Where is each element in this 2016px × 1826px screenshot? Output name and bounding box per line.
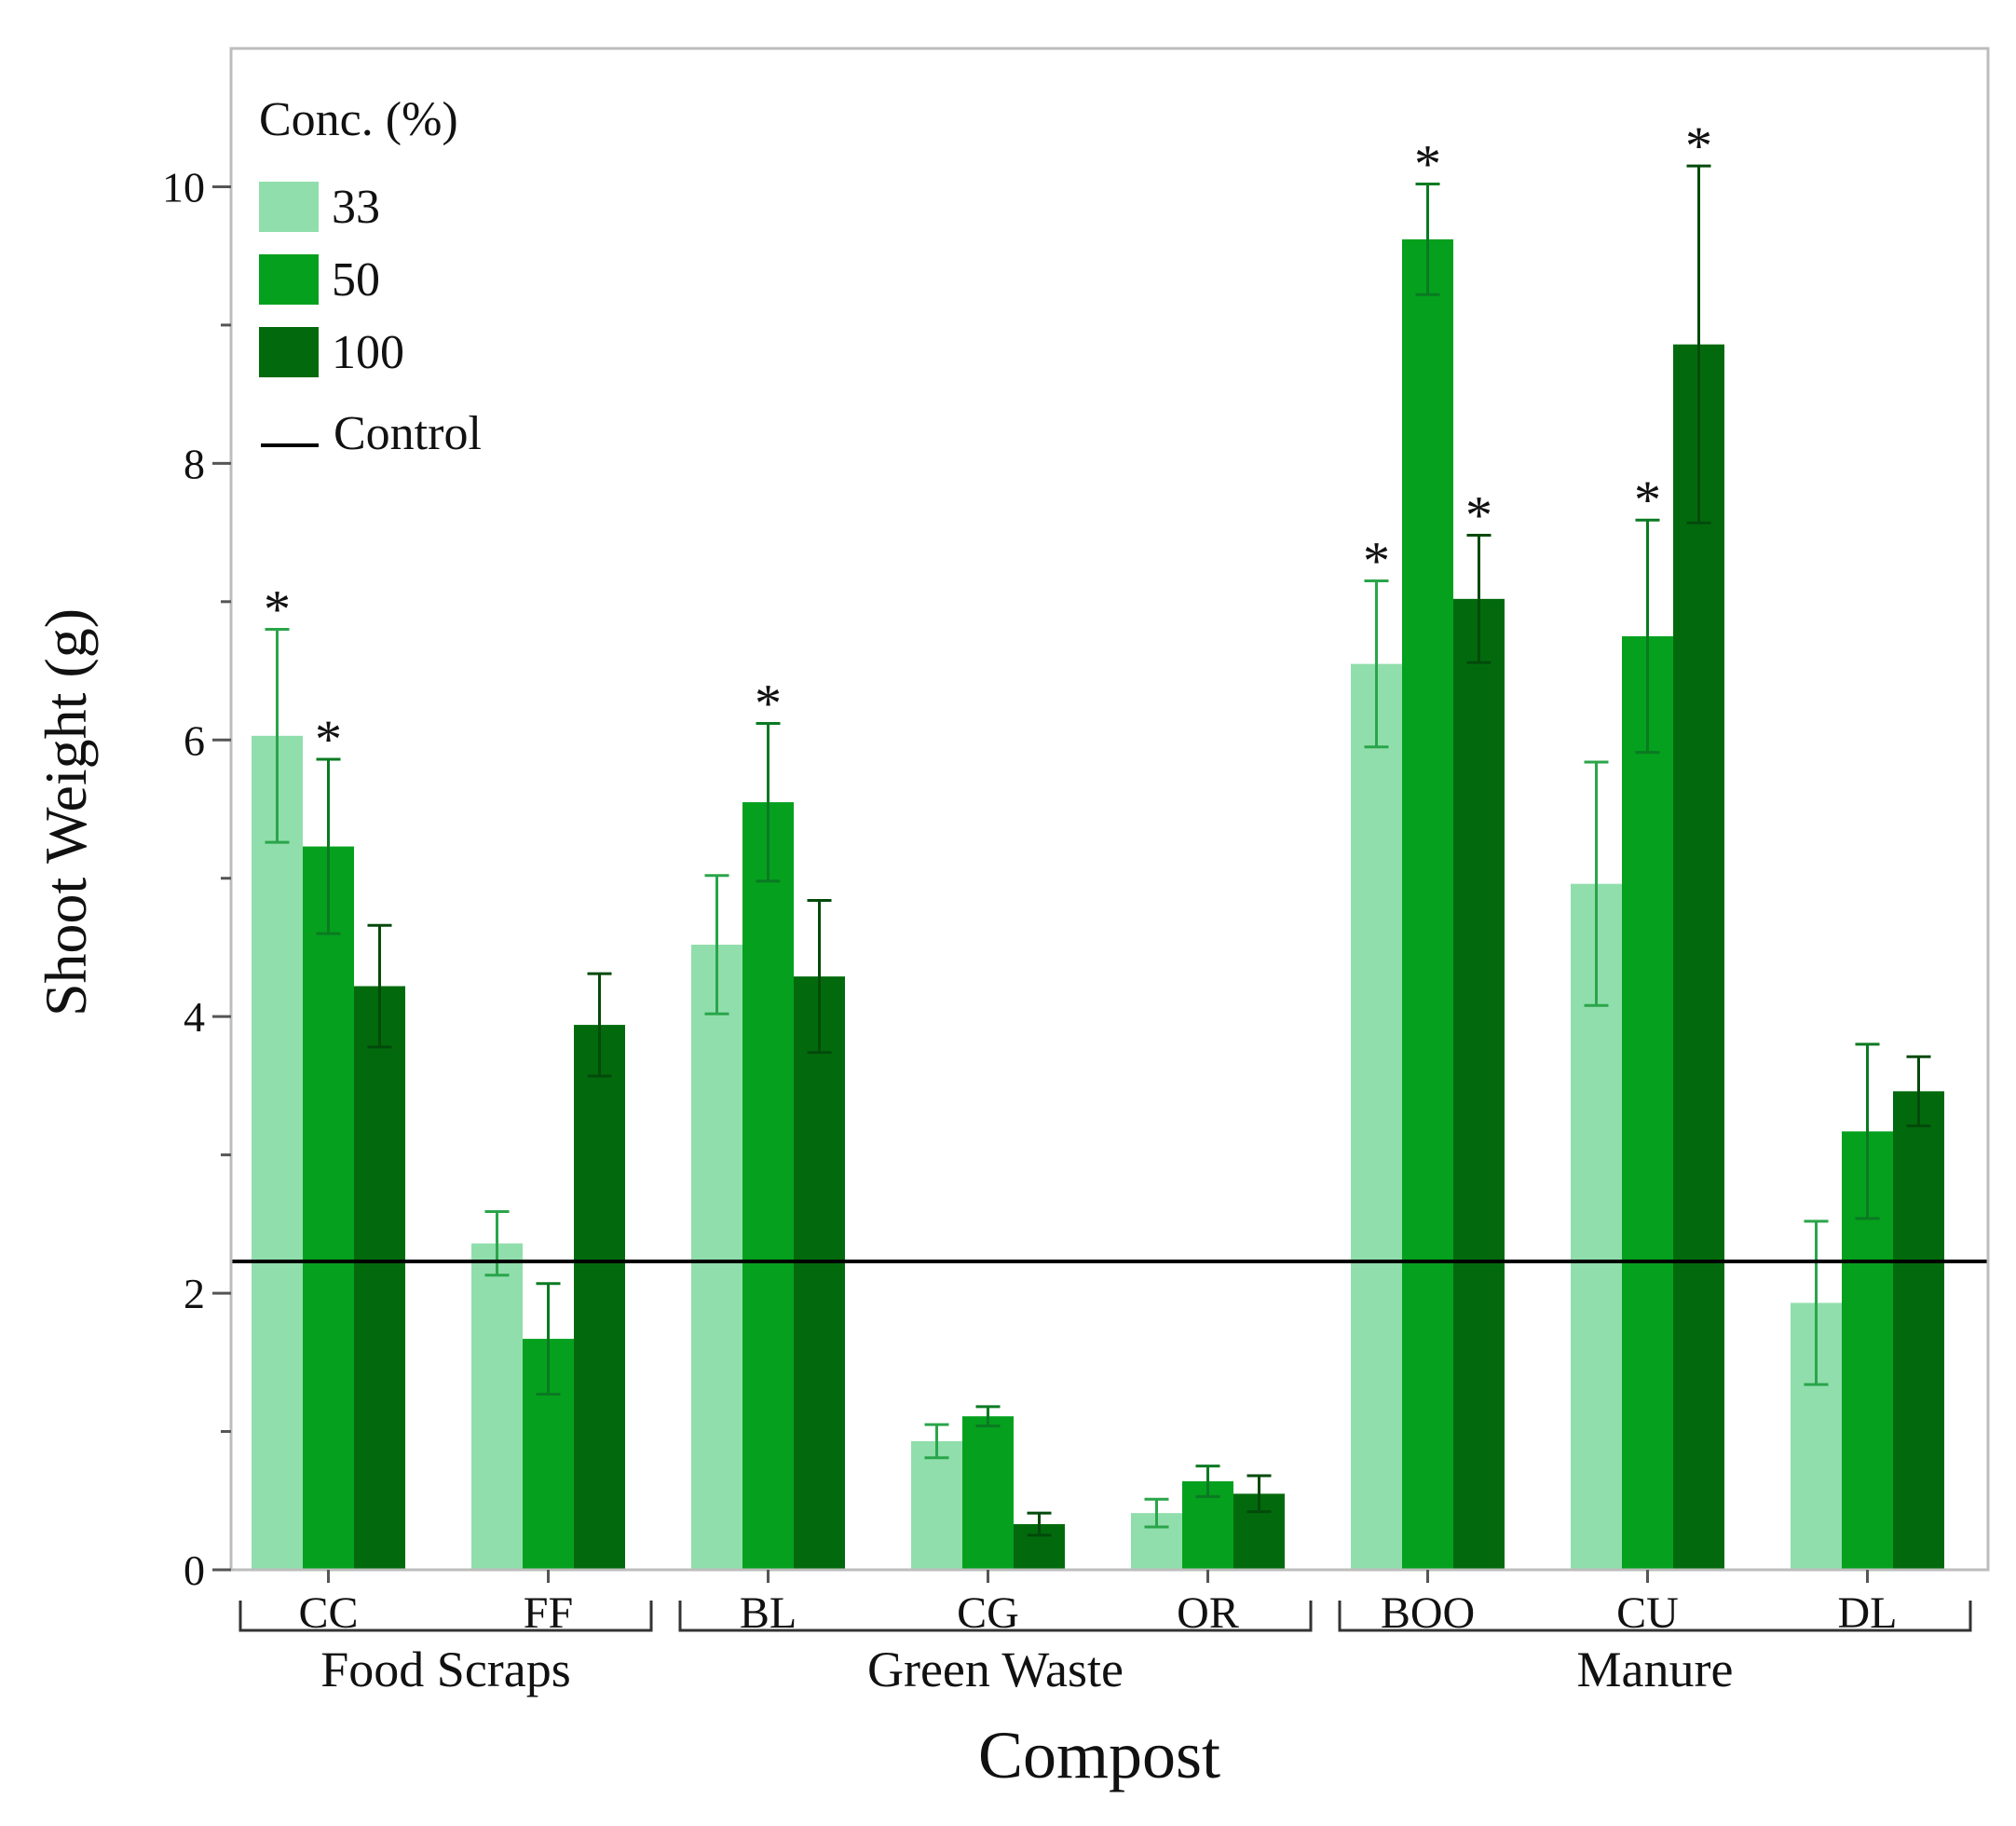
bar-bl-100 <box>794 976 845 1570</box>
error-bar-cg-50 <box>975 1405 1001 1428</box>
error-bar-dl-50 <box>1855 1042 1880 1220</box>
error-bar-cu-33 <box>1584 760 1609 1007</box>
y-tick-label-8: 8 <box>184 440 205 487</box>
bar-cc-33 <box>252 735 303 1570</box>
y-tick-label-10: 10 <box>162 163 205 211</box>
error-bar-dl-100 <box>1906 1055 1931 1127</box>
error-bar-cu-50 <box>1635 518 1660 755</box>
legend-swatch-50 <box>259 254 319 305</box>
bar-cg-50 <box>962 1416 1014 1570</box>
group-bracket-manure <box>1338 1601 1972 1632</box>
error-bars-layer <box>265 164 1931 1537</box>
error-bar-boo-100 <box>1466 534 1492 664</box>
bar-bl-33 <box>691 944 742 1570</box>
group-bracket-green-waste <box>678 1601 1313 1632</box>
y-tick-label-2: 2 <box>184 1270 205 1317</box>
y-axis: 0 2 4 6 8 10 <box>162 163 231 1594</box>
y-tick-label-0: 0 <box>184 1547 205 1594</box>
legend-title: Conc. (%) <box>259 93 458 146</box>
error-bar-or-33 <box>1144 1497 1169 1529</box>
error-bar-boo-33 <box>1364 579 1389 749</box>
legend-control-label: Control <box>334 407 482 460</box>
bar-boo-100 <box>1453 598 1505 1570</box>
error-bar-boo-50 <box>1415 182 1440 296</box>
legend-label-50: 50 <box>332 253 380 307</box>
significance-star-boo-50: * <box>1414 133 1441 194</box>
significance-layer: * * * * * * * * <box>264 116 1712 770</box>
legend-label-33: 33 <box>332 181 380 234</box>
bar-ff-33 <box>471 1243 523 1570</box>
error-bar-or-50 <box>1195 1465 1220 1498</box>
legend-label-100: 100 <box>332 326 404 379</box>
legend: Conc. (%) 33 50 100 Control <box>259 93 482 460</box>
significance-star-cu-100: * <box>1685 116 1712 176</box>
bar-cu-50 <box>1622 635 1673 1570</box>
error-bar-or-100 <box>1246 1474 1272 1514</box>
significance-star-boo-33: * <box>1363 531 1390 592</box>
bar-cc-50 <box>303 846 354 1570</box>
significance-star-boo-100: * <box>1465 485 1492 546</box>
y-tick-label-4: 4 <box>184 993 205 1041</box>
error-bar-ff-50 <box>536 1282 561 1396</box>
legend-items: 33 50 100 <box>259 181 404 379</box>
y-axis-title: Shoot Weight (g) <box>33 608 99 1016</box>
group-label-manure: Manure <box>1577 1642 1734 1697</box>
error-bar-cg-33 <box>924 1423 949 1460</box>
error-bar-bl-50 <box>756 721 781 883</box>
legend-swatch-100 <box>259 327 319 377</box>
error-bar-dl-33 <box>1804 1220 1829 1386</box>
group-bracket-food-scraps <box>238 1601 653 1632</box>
bar-boo-50 <box>1402 238 1453 1570</box>
significance-star-cc-50: * <box>315 709 342 770</box>
error-bar-bl-33 <box>704 874 729 1015</box>
bar-ff-100 <box>574 1025 625 1570</box>
bar-bl-50 <box>742 802 794 1570</box>
error-bar-cg-100 <box>1027 1511 1052 1537</box>
significance-star-bl-50: * <box>755 673 782 733</box>
bars-layer <box>252 238 1944 1570</box>
error-bar-cc-100 <box>367 923 392 1049</box>
group-label-food-scraps: Food Scraps <box>320 1642 571 1697</box>
group-label-green-waste: Green Waste <box>867 1642 1124 1697</box>
x-axis-title: Compost <box>978 1718 1220 1792</box>
group-brackets: Food Scraps Green Waste Manure <box>238 1601 1972 1697</box>
x-axis: CC FF BL CG OR BOO CU DL <box>298 1570 1897 1638</box>
error-bar-ff-33 <box>484 1210 510 1277</box>
bar-boo-33 <box>1351 663 1402 1570</box>
bar-dl-100 <box>1893 1091 1944 1570</box>
error-bar-bl-100 <box>807 898 832 1055</box>
error-bar-cc-50 <box>316 757 341 935</box>
legend-swatch-33 <box>259 182 319 232</box>
bar-cg-33 <box>911 1440 962 1570</box>
plot-frame <box>229 47 1990 1572</box>
error-bar-cc-33 <box>265 628 290 844</box>
significance-star-cu-50: * <box>1634 470 1661 530</box>
significance-star-cc-33: * <box>264 579 291 640</box>
y-tick-label-6: 6 <box>184 716 205 764</box>
bar-cu-100 <box>1673 344 1724 1570</box>
error-bar-cu-100 <box>1686 164 1711 525</box>
error-bar-ff-100 <box>587 972 612 1078</box>
bar-cc-100 <box>354 986 405 1570</box>
